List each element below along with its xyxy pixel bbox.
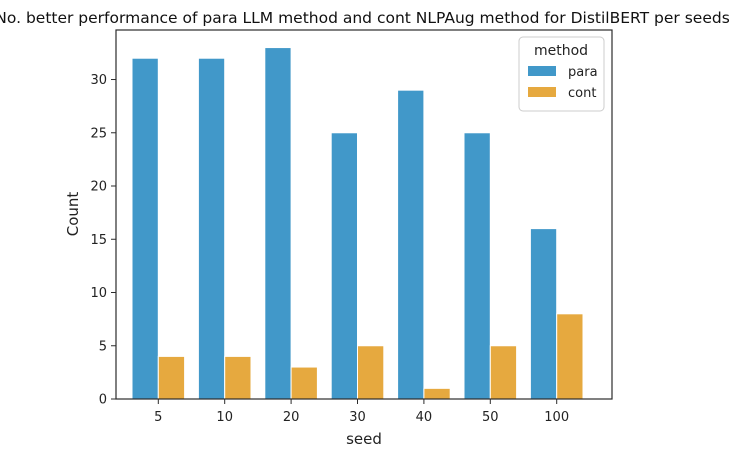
chart-title: No. better performance of para LLM metho… [0,9,730,27]
bar-cont-30 [357,345,385,400]
legend-label-para: para [568,65,598,80]
x-tick-label: 100 [544,410,569,425]
y-tick-label: 15 [90,233,107,248]
bar-cont-20 [290,366,318,400]
bar-cont-100 [556,313,584,400]
legend-label-cont: cont [568,86,596,101]
y-tick-label: 25 [90,126,107,141]
bar-para-30 [330,132,359,400]
x-tick-label: 10 [216,410,233,425]
bar-cont-50 [489,345,518,400]
x-tick-label: 5 [154,410,162,425]
bar-para-20 [264,47,292,400]
bar-cont-5 [157,355,186,400]
bar-cont-10 [224,355,252,400]
bar-para-100 [529,228,558,400]
bar-para-50 [463,132,491,400]
plot-frame [115,29,613,400]
y-tick-label: 10 [90,286,107,301]
x-axis-label: seed [346,430,382,448]
y-tick-label: 0 [99,393,107,408]
bar-para-40 [397,89,425,400]
y-axis-label: Count [64,192,82,237]
x-tick-label: 30 [349,410,366,425]
legend-swatch-cont [528,87,556,97]
legend-swatch-para [528,66,556,76]
legend: method para cont [518,36,605,112]
y-tick-label: 30 [90,73,107,88]
bar-cont-40 [423,387,451,400]
y-tick-label: 5 [99,339,107,354]
bar-para-5 [131,57,159,400]
x-tick-label: 50 [482,410,499,425]
y-axis: 0 5 10 15 20 25 30 [90,73,116,408]
x-tick-label: 20 [283,410,300,425]
bar-para-10 [197,57,226,400]
x-axis: 5 10 20 30 40 50 100 [154,399,569,425]
legend-title: method [534,43,588,59]
y-tick-label: 20 [90,180,107,195]
x-tick-label: 40 [416,410,433,425]
bars-group [131,47,584,400]
legend-entries: para cont [528,65,598,101]
